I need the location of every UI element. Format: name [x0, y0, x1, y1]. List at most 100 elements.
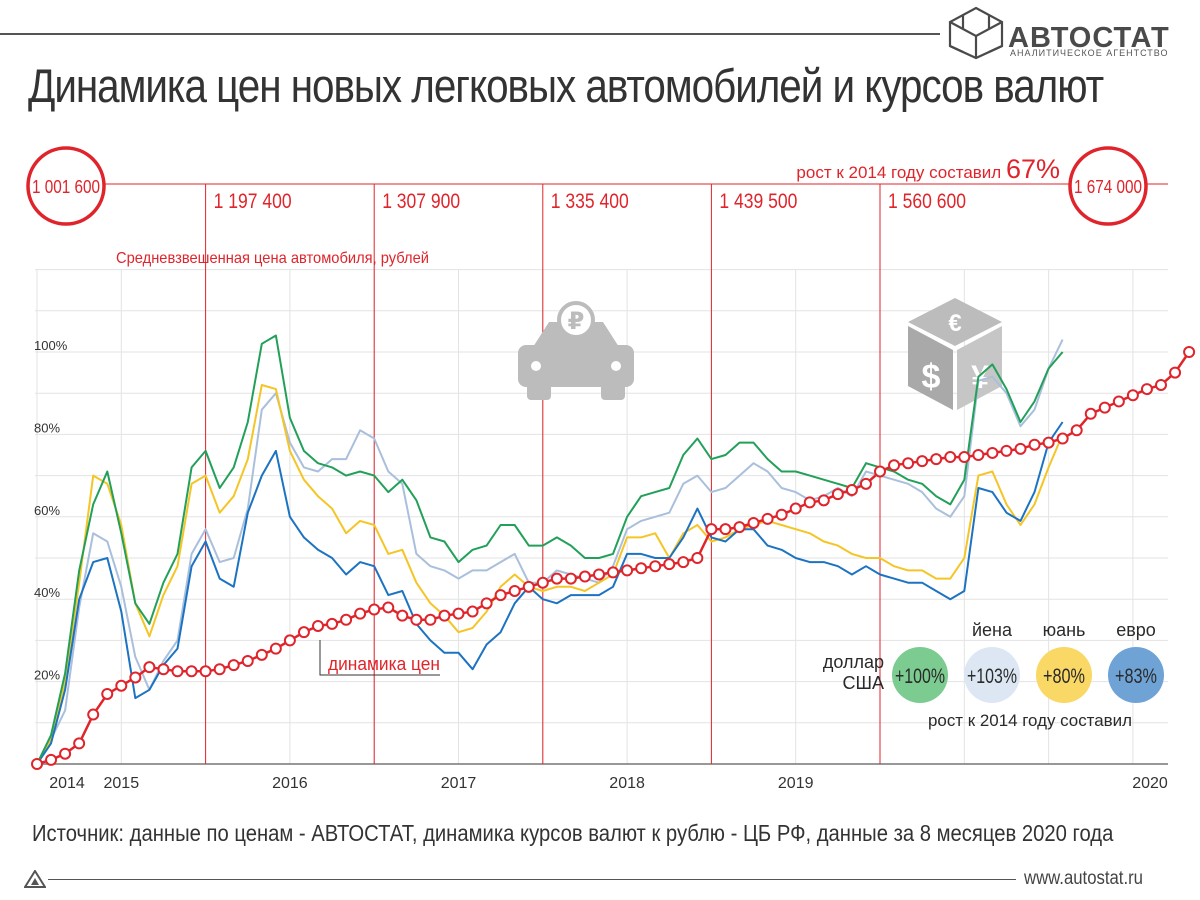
year-price-label: 1 001 600 [32, 177, 100, 197]
price-point [1140, 383, 1153, 396]
series-line-eur [36, 421, 1064, 765]
logo-hexagon-icon [948, 6, 1004, 60]
footer-rule [48, 879, 1016, 880]
price-point [283, 634, 296, 647]
price-point [621, 564, 634, 577]
price-point [508, 584, 521, 597]
price-point [1042, 436, 1055, 449]
currency-summary-caption: рост к 2014 году составил [928, 711, 1132, 730]
price-point [424, 613, 437, 626]
price-point [368, 603, 381, 616]
price-point [859, 477, 872, 490]
price-point [930, 453, 943, 466]
price-point [1014, 442, 1027, 455]
price-point [241, 655, 254, 667]
price-point [944, 451, 957, 464]
x-tick-label: 2015 [104, 775, 140, 792]
page-title: Динамика цен новых легковых автомобилей … [28, 59, 1104, 112]
price-point [775, 508, 788, 521]
car-body [518, 345, 634, 387]
year-price-label: 1 335 400 [551, 190, 629, 213]
logo-name: АВТОСТАТ [1008, 22, 1170, 54]
car-wheel [527, 382, 551, 400]
price-point [396, 609, 409, 622]
series-line-usd [36, 334, 1064, 765]
price-point [1084, 407, 1097, 420]
price-point [354, 607, 367, 620]
price-point [171, 665, 184, 678]
y-tick-label: 40% [34, 585, 60, 600]
price-point [536, 576, 549, 589]
y-tick-label: 100% [34, 338, 68, 353]
autostat-logo[interactable]: АВТОСТАТ АНАЛИТИЧЕСКОЕ АГЕНТСТВО [944, 6, 1184, 60]
price-point [438, 609, 451, 622]
price-point [649, 560, 662, 573]
price-point [1070, 424, 1083, 437]
price-point [789, 502, 802, 515]
logo-tagline: АНАЛИТИЧЕСКОЕ АГЕНТСТВО [1010, 48, 1169, 58]
year-price-label: 1 439 500 [719, 190, 797, 213]
currency-name: доллар [823, 652, 884, 672]
source-note: Источник: данные по ценам - АВТОСТАТ, ди… [32, 820, 1114, 846]
price-point [916, 455, 929, 468]
currency-name: йена [972, 620, 1013, 640]
price-point [45, 753, 58, 766]
x-tick-label: 2020 [1132, 775, 1168, 792]
price-point [747, 516, 760, 529]
price-point [691, 552, 704, 564]
y-tick-label: 20% [34, 668, 60, 683]
price-point [550, 572, 563, 585]
price-point [1098, 401, 1111, 414]
price-point [157, 663, 170, 676]
currency-growth-value: +100% [895, 665, 945, 688]
price-point [522, 580, 535, 593]
price-point [143, 661, 156, 674]
site-link[interactable]: www.autostat.ru [1024, 868, 1143, 889]
price-axis-label: Средневзвешенная цена автомобиля, рублей [116, 250, 429, 267]
currency-growth-value: +103% [967, 665, 1017, 688]
car-ruble-icon: ₽ [518, 301, 634, 400]
highlight-price-circle [1068, 146, 1148, 226]
y-tick-label: 80% [34, 420, 60, 435]
price-point [705, 523, 718, 536]
price-callout-leader [319, 640, 440, 676]
price-point [480, 597, 493, 610]
price-point [269, 642, 282, 655]
price-point [593, 568, 605, 581]
price-point [874, 465, 886, 478]
price-point [1000, 444, 1013, 457]
year-price-label: 1 560 600 [888, 190, 966, 213]
price-point [1126, 389, 1139, 402]
price-point [1169, 366, 1182, 379]
currency-name: евро [1116, 620, 1156, 640]
currency-badge-usd [892, 647, 948, 703]
price-point [578, 570, 591, 583]
price-point [326, 617, 339, 630]
year-price-label: 1 674 000 [1074, 177, 1142, 197]
currency-badge-cny [1036, 647, 1092, 703]
price-point [101, 687, 114, 700]
price-point [803, 496, 816, 509]
currency-name: США [842, 673, 884, 693]
currency-badge-eur [1108, 647, 1164, 703]
price-point [227, 659, 240, 672]
price-point [719, 523, 732, 536]
price-point [297, 626, 310, 639]
price-point [452, 607, 465, 620]
price-point [115, 679, 128, 692]
dollar-symbol: $ [922, 358, 941, 396]
price-point [1112, 395, 1125, 408]
x-tick-label: 2019 [778, 775, 814, 792]
x-tick-label: 2017 [441, 775, 477, 792]
yen-symbol: ¥ [971, 359, 989, 395]
price-point [888, 459, 901, 472]
price-growth-value: 67% [1006, 154, 1060, 184]
currency-growth-value: +80% [1043, 665, 1085, 688]
price-point [340, 613, 353, 626]
currency-cube-icon: € $ ¥ [908, 298, 1002, 410]
price-point [831, 488, 844, 501]
price-point [410, 613, 423, 626]
car-headlight [611, 361, 621, 371]
cube-left [908, 326, 953, 410]
